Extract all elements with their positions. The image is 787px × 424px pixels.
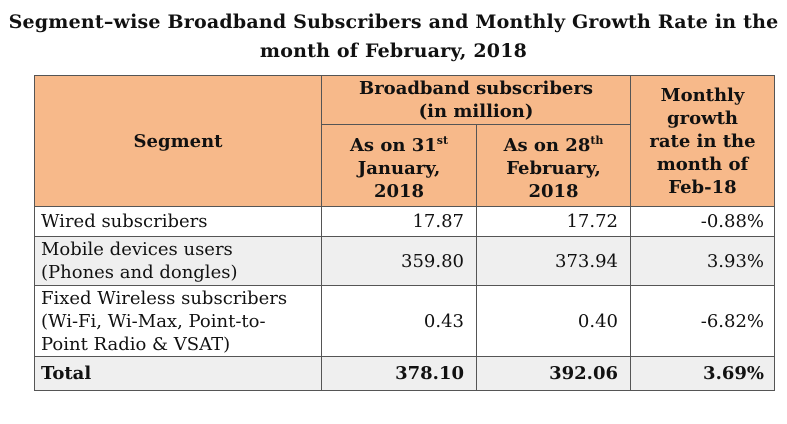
row-jan-value: 0.43 <box>321 285 477 357</box>
row-feb-value: 373.94 <box>476 236 631 286</box>
table-row: Wired subscribers 17.87 17.72 -0.88% <box>34 206 775 237</box>
row-jan-value: 359.80 <box>321 236 477 286</box>
subscribers-table: Segment Broadband subscribers (in millio… <box>34 75 775 391</box>
row-segment: Fixed Wireless subscribers (Wi-Fi, Wi-Ma… <box>34 285 322 357</box>
header-jan: As on 31st January, 2018 <box>321 124 477 207</box>
total-row: Total 378.10 392.06 3.69% <box>34 356 775 391</box>
row-jan-value: 17.87 <box>321 206 477 237</box>
row-growth-value: -0.88% <box>630 206 775 237</box>
title-line-1: Segment–wise Broadband Subscribers and M… <box>8 11 779 33</box>
total-feb-value: 392.06 <box>476 356 631 391</box>
header-row-1: Segment Broadband subscribers (in millio… <box>34 75 775 207</box>
total-growth-value: 3.69% <box>630 356 775 391</box>
header-feb: As on 28th February, 2018 <box>476 124 631 207</box>
header-segment: Segment <box>34 75 322 207</box>
table-title: Segment–wise Broadband Subscribers and M… <box>0 8 787 66</box>
header-growth: Monthly growth rate in the month of Feb-… <box>630 75 775 207</box>
row-feb-value: 0.40 <box>476 285 631 357</box>
title-line-2: month of February, 2018 <box>259 40 528 62</box>
row-segment: Wired subscribers <box>34 206 322 237</box>
total-jan-value: 378.10 <box>321 356 477 391</box>
header-broadband-group: Broadband subscribers (in million) <box>321 75 631 125</box>
row-segment: Mobile devices users (Phones and dongles… <box>34 236 322 286</box>
row-feb-value: 17.72 <box>476 206 631 237</box>
header-row-2: As on 31st January, 2018 As on 28th Febr… <box>35 124 775 207</box>
total-label: Total <box>34 356 322 391</box>
row-growth-value: -6.82% <box>630 285 775 357</box>
row-growth-value: 3.93% <box>630 236 775 286</box>
table-row: Fixed Wireless subscribers (Wi-Fi, Wi-Ma… <box>34 285 775 357</box>
table-row: Mobile devices users (Phones and dongles… <box>34 236 775 286</box>
